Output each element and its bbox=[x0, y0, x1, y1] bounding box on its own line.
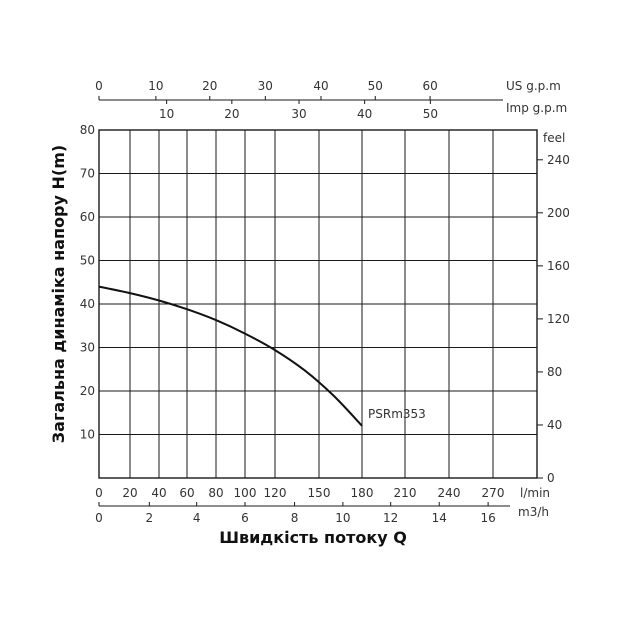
left-tick-label: 60 bbox=[80, 210, 95, 224]
left-tick-label: 50 bbox=[80, 254, 95, 268]
top-imp-tick-label: 10 bbox=[159, 107, 174, 121]
bottom-m3h-tick-label: 6 bbox=[241, 511, 249, 525]
top-us-tick-label: 50 bbox=[368, 79, 383, 93]
right-tick-label: 0 bbox=[547, 471, 555, 485]
bottom-m3h-tick-label: 14 bbox=[432, 511, 447, 525]
bottom-lpm-tick-label: 100 bbox=[234, 486, 257, 500]
series-label: PSRm353 bbox=[368, 407, 426, 421]
bottom-lpm-tick-label: 60 bbox=[179, 486, 194, 500]
bottom-m3h-unit: m3/h bbox=[518, 505, 549, 519]
left-tick-label: 20 bbox=[80, 384, 95, 398]
bottom-lpm-tick-label: 120 bbox=[264, 486, 287, 500]
plot-frame bbox=[98, 129, 538, 479]
bottom-lpm-tick-label: 150 bbox=[308, 486, 331, 500]
bottom-lpm-tick-label: 20 bbox=[122, 486, 137, 500]
left-tick-label: 70 bbox=[80, 167, 95, 181]
right-tick-label: 240 bbox=[547, 153, 570, 167]
bottom-m3h-tick-label: 0 bbox=[95, 511, 103, 525]
right-axis-unit: feel bbox=[543, 131, 565, 145]
left-tick-label: 40 bbox=[80, 297, 95, 311]
right-tick-label: 120 bbox=[547, 312, 570, 326]
x-axis-title: Швидкість потоку Q bbox=[219, 528, 407, 547]
bottom-lpm-unit: l/min bbox=[520, 486, 550, 500]
y-axis-title: Загальна динаміка напору H(m) bbox=[49, 145, 68, 443]
right-tick-label: 200 bbox=[547, 206, 570, 220]
bottom-lpm-tick-label: 240 bbox=[438, 486, 461, 500]
top-us-tick-label: 40 bbox=[313, 79, 328, 93]
bottom-m3h-tick-label: 8 bbox=[291, 511, 299, 525]
top-imp-tick-label: 30 bbox=[291, 107, 306, 121]
top-us-tick-label: 20 bbox=[202, 79, 217, 93]
top-imp-unit: Imp g.p.m bbox=[506, 101, 567, 115]
bottom-lpm-tick-label: 180 bbox=[351, 486, 374, 500]
left-tick-label: 30 bbox=[80, 341, 95, 355]
bottom-lpm-tick-label: 0 bbox=[95, 486, 103, 500]
top-us-tick-label: 0 bbox=[95, 79, 103, 93]
left-tick-label: 80 bbox=[80, 123, 95, 137]
top-us-tick-label: 60 bbox=[422, 79, 437, 93]
bottom-m3h-tick-label: 16 bbox=[480, 511, 495, 525]
top-imp-tick-label: 50 bbox=[423, 107, 438, 121]
top-us-tick-label: 30 bbox=[258, 79, 273, 93]
right-tick-label: 160 bbox=[547, 259, 570, 273]
top-imp-tick-label: 20 bbox=[224, 107, 239, 121]
bottom-m3h-tick-label: 4 bbox=[193, 511, 201, 525]
top-us-unit: US g.p.m bbox=[506, 79, 561, 93]
bottom-lpm-tick-label: 80 bbox=[208, 486, 223, 500]
bottom-m3h-tick-label: 12 bbox=[383, 511, 398, 525]
bottom-m3h-tick-label: 2 bbox=[146, 511, 154, 525]
top-imp-tick-label: 40 bbox=[357, 107, 372, 121]
top-us-tick-label: 10 bbox=[148, 79, 163, 93]
bottom-lpm-tick-label: 40 bbox=[151, 486, 166, 500]
right-tick-label: 40 bbox=[547, 418, 562, 432]
series-line-psrm353 bbox=[98, 285, 363, 427]
right-tick-label: 80 bbox=[547, 365, 562, 379]
left-tick-label: 10 bbox=[80, 428, 95, 442]
bottom-lpm-tick-label: 210 bbox=[394, 486, 417, 500]
bottom-lpm-tick-label: 270 bbox=[482, 486, 505, 500]
bottom-m3h-tick-label: 10 bbox=[335, 511, 350, 525]
